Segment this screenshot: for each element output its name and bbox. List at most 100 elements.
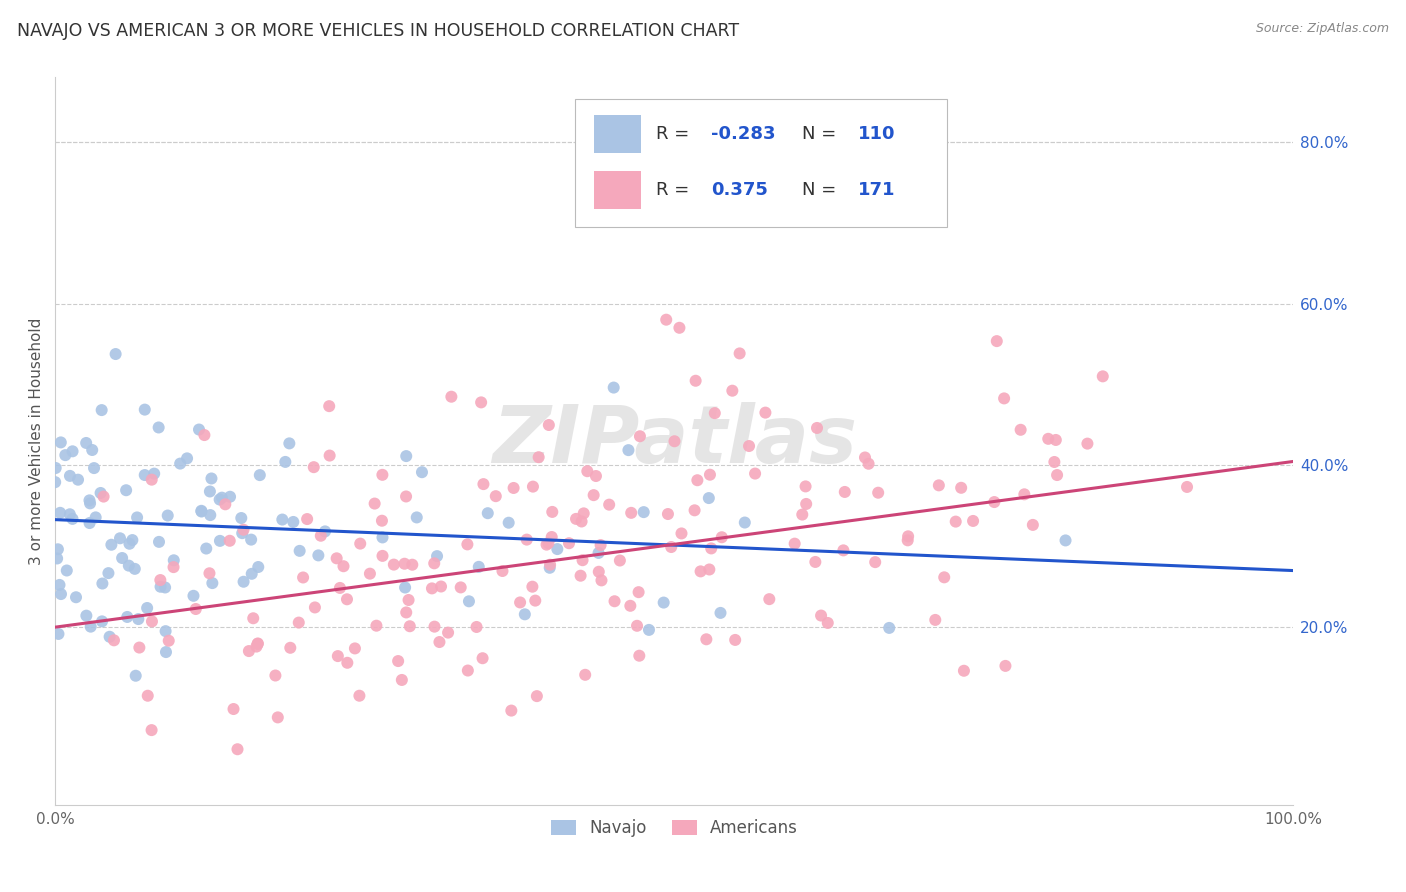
Point <box>329 581 352 595</box>
Point <box>513 607 536 622</box>
Point <box>536 538 558 552</box>
Point <box>156 508 179 523</box>
Point <box>75 436 97 450</box>
Point <box>491 564 513 578</box>
Point <box>728 346 751 360</box>
Point <box>546 542 568 557</box>
Point <box>148 420 170 434</box>
Point <box>585 469 607 483</box>
Point <box>423 620 446 634</box>
Point <box>591 574 613 588</box>
Point <box>84 510 107 524</box>
Point <box>246 637 269 651</box>
Text: N =: N = <box>801 181 842 199</box>
Point <box>655 312 678 326</box>
Point <box>46 551 69 566</box>
Point <box>271 512 294 526</box>
Point <box>569 568 592 582</box>
Point <box>59 508 82 522</box>
Point <box>104 347 127 361</box>
Point <box>571 553 593 567</box>
Point <box>100 538 122 552</box>
Point <box>657 507 679 521</box>
Point <box>1010 423 1032 437</box>
Point <box>231 511 253 525</box>
Point <box>1175 480 1198 494</box>
Point <box>127 510 149 524</box>
Point <box>744 467 766 481</box>
Point <box>471 651 494 665</box>
Point <box>55 564 77 578</box>
Point <box>628 429 651 443</box>
Point <box>934 570 956 584</box>
Point <box>620 506 643 520</box>
Point <box>588 565 610 579</box>
Point <box>983 495 1005 509</box>
Point <box>700 541 723 556</box>
FancyBboxPatch shape <box>593 115 641 153</box>
Point <box>668 320 690 334</box>
Legend: Navajo, Americans: Navajo, Americans <box>544 813 804 844</box>
Point <box>638 623 661 637</box>
Point <box>208 492 231 507</box>
Point <box>66 473 89 487</box>
Point <box>659 540 682 554</box>
Point <box>794 497 817 511</box>
Point <box>571 515 593 529</box>
Point <box>382 558 405 572</box>
Point <box>103 633 125 648</box>
Point <box>302 460 325 475</box>
Point <box>863 555 886 569</box>
Point <box>395 449 418 463</box>
Point <box>806 421 828 435</box>
Point <box>858 457 880 471</box>
Text: 0.375: 0.375 <box>711 181 768 199</box>
Point <box>93 490 115 504</box>
Point <box>516 533 538 547</box>
Point <box>1091 369 1114 384</box>
Point <box>877 621 900 635</box>
Point <box>456 537 478 551</box>
Point <box>1043 455 1066 469</box>
Text: R =: R = <box>655 125 695 144</box>
Point <box>962 514 984 528</box>
Point <box>783 536 806 550</box>
Point <box>90 486 112 500</box>
Point <box>928 478 950 492</box>
Point <box>336 592 359 607</box>
Point <box>49 587 72 601</box>
Point <box>1046 468 1069 483</box>
Point <box>91 576 114 591</box>
Point <box>526 689 548 703</box>
Point <box>498 516 520 530</box>
Point <box>62 512 84 526</box>
Point <box>267 710 290 724</box>
Point <box>125 669 148 683</box>
Point <box>945 515 967 529</box>
Point <box>134 402 156 417</box>
Point <box>398 593 420 607</box>
Point <box>429 635 451 649</box>
Point <box>426 549 449 563</box>
Point <box>627 585 650 599</box>
Point <box>1076 436 1098 450</box>
Point <box>582 488 605 502</box>
Point <box>245 640 267 654</box>
Point <box>143 467 166 481</box>
Point <box>136 601 159 615</box>
Point <box>420 582 443 596</box>
Point <box>697 491 720 505</box>
Point <box>423 557 446 571</box>
Point <box>617 443 640 458</box>
Point <box>274 455 297 469</box>
Point <box>527 450 550 465</box>
Point <box>121 533 143 547</box>
Point <box>664 434 686 449</box>
Point <box>155 645 177 659</box>
Point <box>326 649 349 664</box>
Point <box>485 489 508 503</box>
Point <box>97 566 120 581</box>
Point <box>240 533 263 547</box>
Point <box>1038 432 1060 446</box>
Point <box>411 465 433 479</box>
